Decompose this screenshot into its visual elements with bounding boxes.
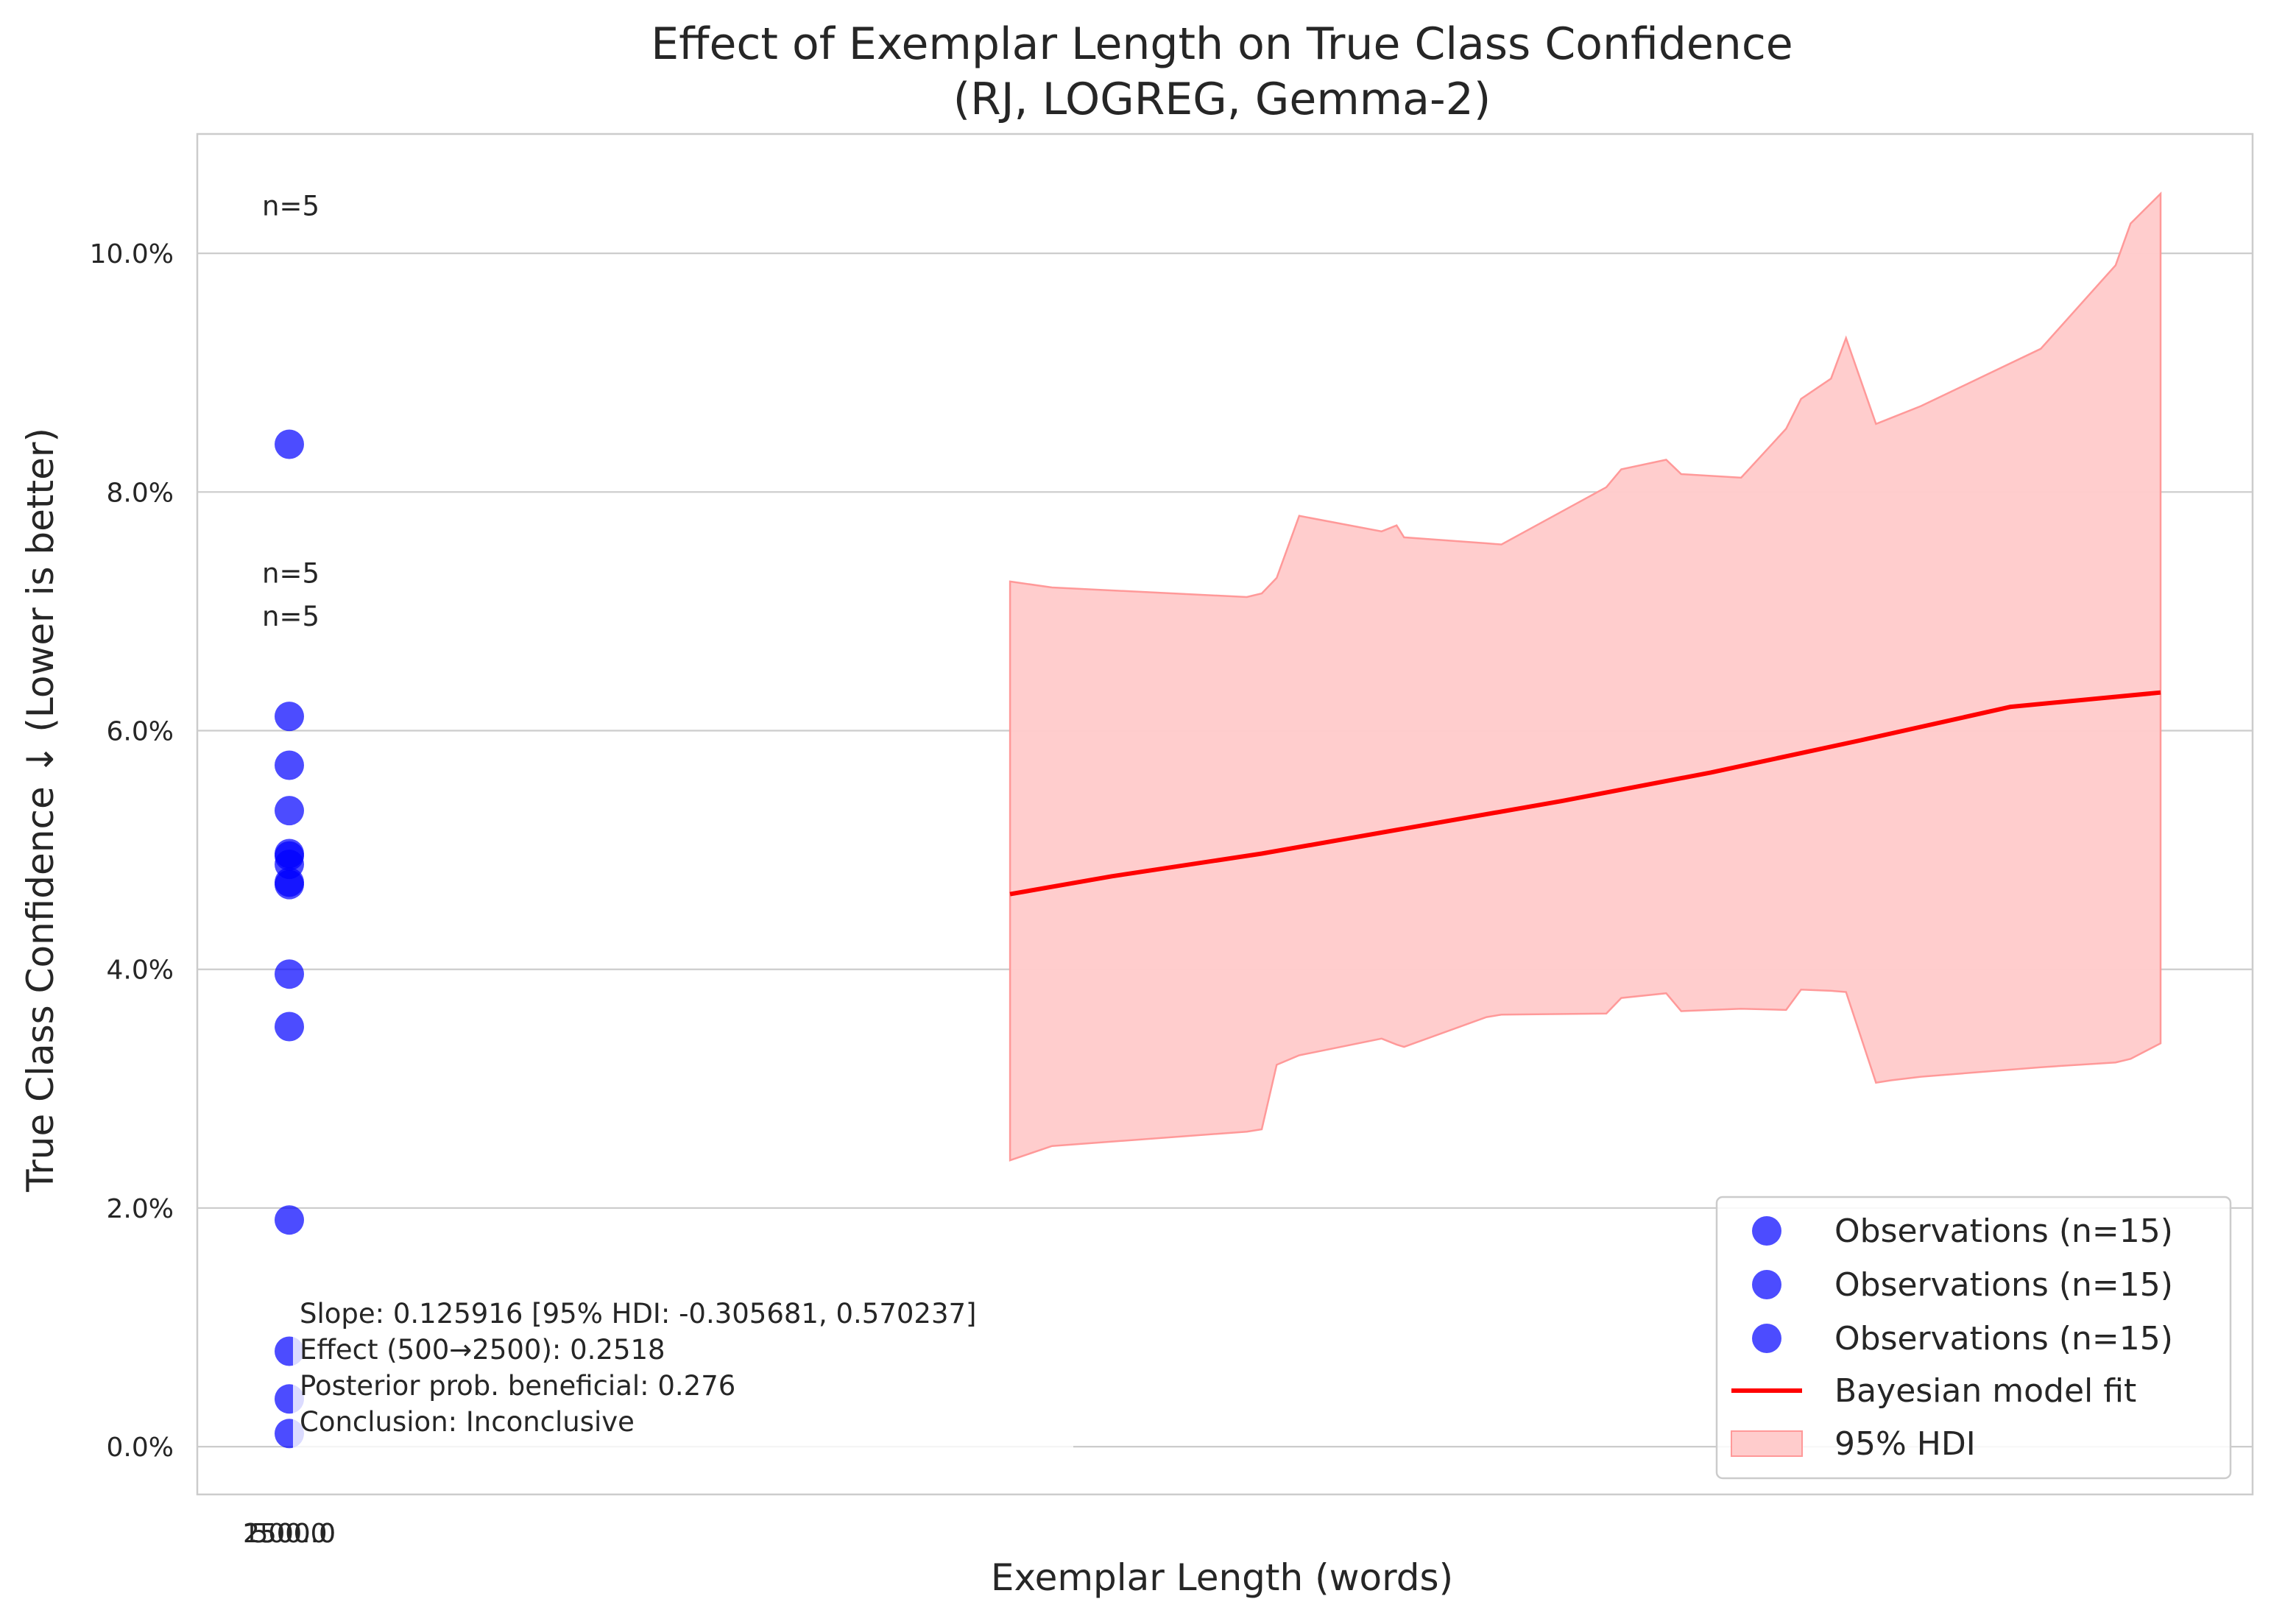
annotation-line: Slope: 0.125916 [95% HDI: -0.305681, 0.5…	[300, 1298, 976, 1330]
observation-point	[275, 796, 304, 826]
legend-marker-observations-1	[1752, 1216, 1781, 1246]
fit-line	[1009, 690, 2161, 897]
y-axis-label: True Class Confidence ↓ (Lower is better…	[19, 428, 62, 1193]
y-tick-label: 6.0%	[107, 717, 174, 747]
n-label: n=5	[262, 190, 319, 222]
n-label: n=5	[262, 558, 319, 590]
n-label: n=5	[262, 601, 319, 632]
observation-point	[275, 429, 304, 459]
legend-label-observations-1: Observations (n=15)	[1834, 1212, 2173, 1250]
annotation-line: Posterior prob. beneficial: 0.276	[300, 1370, 735, 1402]
observation-point	[275, 869, 304, 900]
legend-label-fit: Bayesian model fit	[1834, 1372, 2136, 1410]
y-tick-label: 2.0%	[107, 1194, 174, 1224]
y-tick-labels: 0.0% 2.0% 4.0% 6.0% 8.0% 10.0%	[90, 239, 174, 1463]
observation-point	[275, 702, 304, 732]
observation-points	[275, 429, 304, 1449]
legend-marker-observations-2	[1752, 1270, 1781, 1299]
y-tick-label: 0.0%	[107, 1433, 174, 1463]
x-axis-label: Exemplar Length (words)	[991, 1556, 1453, 1599]
chart-title: Effect of Exemplar Length on True Class …	[651, 18, 1793, 70]
stats-annotation: Slope: 0.125916 [95% HDI: -0.305681, 0.5…	[293, 1287, 1073, 1455]
y-tick-label: 10.0%	[90, 239, 174, 269]
annotation-line: Conclusion: Inconclusive	[300, 1406, 635, 1438]
legend-marker-observations-3	[1752, 1324, 1781, 1353]
legend: Observations (n=15) Observations (n=15) …	[1715, 1196, 2232, 1480]
hdi-band-group	[1009, 191, 2162, 1162]
observation-point	[275, 1205, 304, 1235]
annotation-box	[293, 1287, 1073, 1455]
observation-point	[275, 959, 304, 989]
y-tick-label: 8.0%	[107, 478, 174, 508]
legend-frame	[1715, 1196, 2232, 1480]
n-labels: n=5 n=5 n=5	[262, 190, 319, 632]
hdi-band	[1009, 191, 2162, 1162]
y-tick-label: 4.0%	[107, 956, 174, 986]
legend-label-observations-3: Observations (n=15)	[1834, 1320, 2173, 1358]
plot-frame	[196, 133, 2254, 1496]
legend-patch-hdi	[1731, 1430, 1803, 1457]
annotation-line: Effect (500→2500): 0.2518	[300, 1334, 665, 1366]
fit-line-group	[1009, 690, 2161, 897]
observation-point	[275, 1012, 304, 1042]
x-tick-label: 500.0	[251, 1519, 327, 1549]
x-tick-label: 2500.0	[243, 1519, 336, 1549]
legend-label-observations-2: Observations (n=15)	[1834, 1266, 2173, 1304]
legend-label-hdi: 95% HDI	[1834, 1425, 1976, 1463]
x-tick-label: 1500.0	[243, 1519, 336, 1549]
observation-point	[275, 750, 304, 780]
chart-subtitle: (RJ, LOGREG, Gemma-2)	[953, 74, 1491, 125]
